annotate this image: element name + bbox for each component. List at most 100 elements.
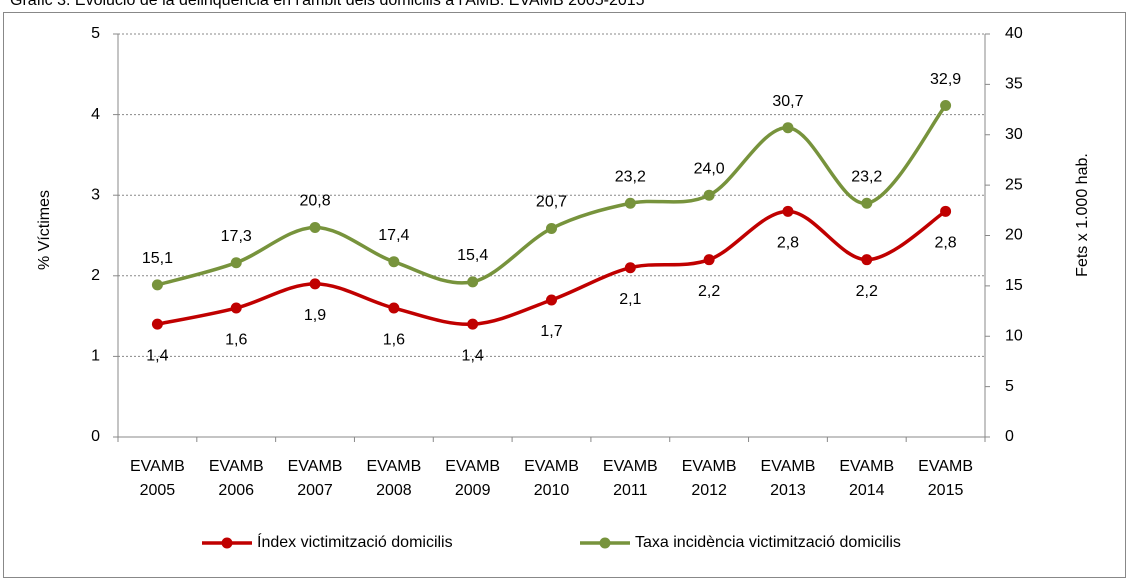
y-tick-label: 1 [91,348,100,365]
data-point [151,279,163,291]
data-label: 23,2 [615,168,646,185]
data-label: 23,2 [851,168,882,185]
data-point [861,254,873,266]
x-tick-label: EVAMB 2011 [603,458,658,499]
data-label: 20,8 [299,193,330,210]
legend-marker [221,537,233,549]
x-tick-label-line: EVAMB [918,458,973,475]
data-point [703,254,715,266]
x-tick-label: EVAMB 2015 [918,458,973,499]
data-point [546,294,557,306]
data-label: 1,4 [146,347,168,364]
y2-tick-label: 15 [1005,277,1023,294]
x-tick-label: EVAMB 2008 [366,458,421,499]
y-tick-label: 2 [91,267,100,284]
x-tick-label: EVAMB 2010 [524,458,579,499]
y-tick-label: 5 [91,25,100,42]
series-line [156,104,947,287]
x-tick-label: EVAMB 2013 [761,458,816,499]
data-label: 1,6 [383,331,405,348]
y-tick-label: 3 [91,186,100,203]
y2-tick-label: 40 [1005,25,1023,42]
x-tick-label-line: 2008 [376,482,412,499]
data-point [467,318,479,330]
x-tick-label-line: EVAMB [839,458,894,475]
data-point [782,205,794,217]
chart-frame [3,12,1126,578]
data-point [309,278,321,290]
x-tick-label-line: 2006 [218,482,254,499]
x-tick-label: EVAMB 2007 [288,458,343,499]
y-tick-label: 0 [91,428,100,445]
x-tick-label-line: EVAMB [366,458,421,475]
data-label: 1,4 [462,347,484,364]
x-tick-label-line: 2005 [140,482,176,499]
data-point [861,197,873,209]
data-label: 17,4 [378,227,409,244]
x-tick-label-line: EVAMB [130,458,185,475]
x-tick-label-line: 2015 [928,482,964,499]
data-label: 20,7 [536,194,567,211]
legend-label: Índex victimització domicilis [257,532,453,551]
x-tick-label-line: 2014 [849,482,885,499]
chart-title: Gràfic 3. Evolució de la delinqüència en… [10,0,645,9]
data-label: 30,7 [772,93,803,110]
x-tick-label: EVAMB 2009 [445,458,500,499]
x-tick-label-line: EVAMB [288,458,343,475]
x-tick-label-line: 2009 [455,482,491,499]
data-point [546,222,557,234]
y2-tick-label: 5 [1005,378,1014,395]
y2-tick-label: 10 [1005,327,1023,344]
x-tick-label-line: EVAMB [682,458,737,475]
data-point [388,256,400,268]
data-label: 32,9 [930,71,961,88]
y2-tick-label: 30 [1005,126,1023,143]
x-tick-label-line: 2011 [613,482,648,499]
data-point [388,302,400,314]
x-tick-label-line: EVAMB [209,458,264,475]
data-point [624,262,636,274]
x-tick-label-line: 2010 [534,482,570,499]
x-tick-label: EVAMB 2014 [839,458,894,499]
data-point [940,205,952,217]
data-point [230,302,242,314]
data-point [230,257,242,269]
y2-tick-label: 20 [1005,227,1023,244]
data-point [624,197,636,209]
x-tick-label-line: EVAMB [761,458,816,475]
data-label: 24,0 [694,160,725,177]
data-point [151,318,163,330]
data-label: 2,2 [856,283,878,300]
y-tick-label: 4 [91,106,100,123]
data-point [940,100,952,112]
y2-tick-label: 35 [1005,76,1023,93]
data-label: 2,8 [934,235,956,252]
x-tick-label-line: EVAMB [603,458,658,475]
data-point [309,221,321,233]
x-tick-label-line: EVAMB [445,458,500,475]
x-tick-label: EVAMB 2006 [209,458,264,499]
y-axis-title: % Víctimes [36,190,53,270]
legend-marker [599,537,611,549]
x-tick-label-line: 2012 [691,482,727,499]
data-label: 2,2 [698,283,720,300]
x-tick-label: EVAMB 2005 [130,458,185,499]
y2-tick-label: 0 [1005,428,1014,445]
y2-axis-title: Fets x 1.000 hab. [1074,153,1091,277]
data-point [467,276,479,288]
y2-tick-label: 25 [1005,176,1023,193]
x-tick-label-line: EVAMB [524,458,579,475]
x-tick-label: EVAMB 2012 [682,458,737,499]
data-label: 15,1 [142,250,173,267]
data-label: 2,8 [777,235,799,252]
data-label: 1,6 [225,331,247,348]
x-tick-label-line: 2013 [770,482,806,499]
data-label: 2,1 [619,291,641,308]
legend-label: Taxa incidència victimització domicilis [635,534,901,551]
data-label: 15,4 [457,247,488,264]
x-tick-label-line: 2007 [297,482,333,499]
data-label: 1,9 [304,307,326,324]
data-label: 1,7 [540,323,562,340]
data-point [703,189,715,201]
